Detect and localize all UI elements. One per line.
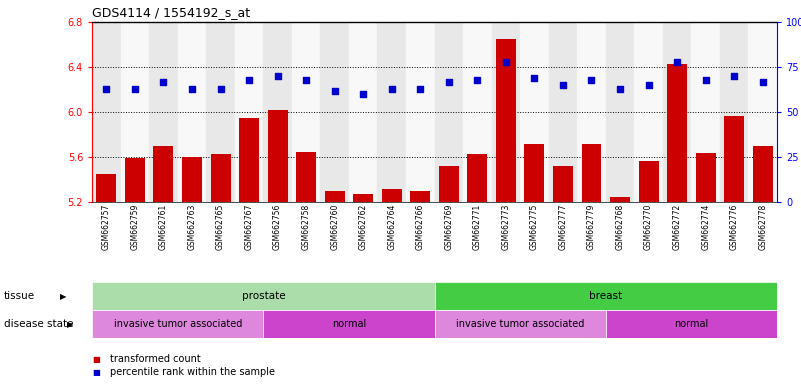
- Text: percentile rank within the sample: percentile rank within the sample: [110, 367, 275, 377]
- Bar: [377, 22, 406, 202]
- Bar: [382, 189, 402, 202]
- Point: [528, 75, 541, 81]
- Text: ■: ■: [92, 354, 100, 364]
- Text: ▶: ▶: [60, 292, 66, 301]
- Bar: [410, 191, 430, 202]
- Bar: [606, 22, 634, 202]
- Bar: [467, 154, 487, 202]
- Bar: [349, 22, 377, 202]
- Point: [328, 88, 341, 94]
- Bar: [748, 22, 777, 202]
- Bar: [434, 310, 606, 338]
- Point: [642, 82, 655, 88]
- Text: invasive tumor associated: invasive tumor associated: [114, 319, 242, 329]
- Text: normal: normal: [332, 319, 366, 329]
- Point: [500, 59, 513, 65]
- Bar: [235, 22, 264, 202]
- Point: [100, 86, 113, 92]
- Bar: [691, 22, 720, 202]
- Bar: [406, 22, 434, 202]
- Bar: [610, 197, 630, 202]
- Bar: [292, 22, 320, 202]
- Bar: [239, 118, 259, 202]
- Bar: [121, 22, 149, 202]
- Point: [157, 78, 170, 84]
- Bar: [439, 166, 459, 202]
- Point: [385, 86, 398, 92]
- Bar: [663, 22, 691, 202]
- Point: [128, 86, 141, 92]
- Bar: [96, 174, 116, 202]
- Bar: [492, 22, 520, 202]
- Bar: [125, 158, 145, 202]
- Text: ■: ■: [92, 368, 100, 377]
- Point: [442, 78, 455, 84]
- Text: ▶: ▶: [66, 320, 73, 329]
- Bar: [520, 22, 549, 202]
- Point: [300, 77, 312, 83]
- Point: [728, 73, 741, 79]
- Bar: [149, 22, 178, 202]
- Point: [699, 77, 712, 83]
- Bar: [264, 22, 292, 202]
- Bar: [92, 310, 264, 338]
- Bar: [268, 110, 288, 202]
- Text: GDS4114 / 1554192_s_at: GDS4114 / 1554192_s_at: [92, 7, 250, 20]
- Bar: [578, 22, 606, 202]
- Point: [272, 73, 284, 79]
- Bar: [525, 144, 545, 202]
- Text: transformed count: transformed count: [110, 354, 200, 364]
- Bar: [724, 116, 744, 202]
- Point: [670, 59, 683, 65]
- Text: breast: breast: [590, 291, 622, 301]
- Bar: [582, 144, 602, 202]
- Point: [471, 77, 484, 83]
- Bar: [634, 22, 663, 202]
- Bar: [753, 146, 773, 202]
- Point: [356, 91, 369, 97]
- Bar: [496, 39, 516, 202]
- Point: [557, 82, 570, 88]
- Text: prostate: prostate: [242, 291, 285, 301]
- Point: [756, 78, 769, 84]
- Bar: [296, 152, 316, 202]
- Bar: [154, 146, 174, 202]
- Bar: [182, 157, 202, 202]
- Bar: [434, 282, 777, 310]
- Point: [214, 86, 227, 92]
- Bar: [553, 166, 573, 202]
- Bar: [324, 191, 344, 202]
- Text: tissue: tissue: [4, 291, 35, 301]
- Bar: [463, 22, 492, 202]
- Bar: [606, 310, 777, 338]
- Bar: [695, 153, 715, 202]
- Bar: [207, 22, 235, 202]
- Point: [243, 77, 256, 83]
- Bar: [720, 22, 748, 202]
- Text: invasive tumor associated: invasive tumor associated: [456, 319, 585, 329]
- Bar: [638, 161, 658, 202]
- Bar: [353, 194, 373, 202]
- Bar: [549, 22, 578, 202]
- Point: [186, 86, 199, 92]
- Bar: [178, 22, 207, 202]
- Bar: [211, 154, 231, 202]
- Bar: [264, 310, 434, 338]
- Bar: [667, 64, 687, 202]
- Text: disease state: disease state: [4, 319, 74, 329]
- Bar: [434, 22, 463, 202]
- Point: [614, 86, 626, 92]
- Point: [585, 77, 598, 83]
- Text: normal: normal: [674, 319, 709, 329]
- Bar: [320, 22, 349, 202]
- Point: [414, 86, 427, 92]
- Bar: [92, 22, 121, 202]
- Bar: [92, 282, 434, 310]
